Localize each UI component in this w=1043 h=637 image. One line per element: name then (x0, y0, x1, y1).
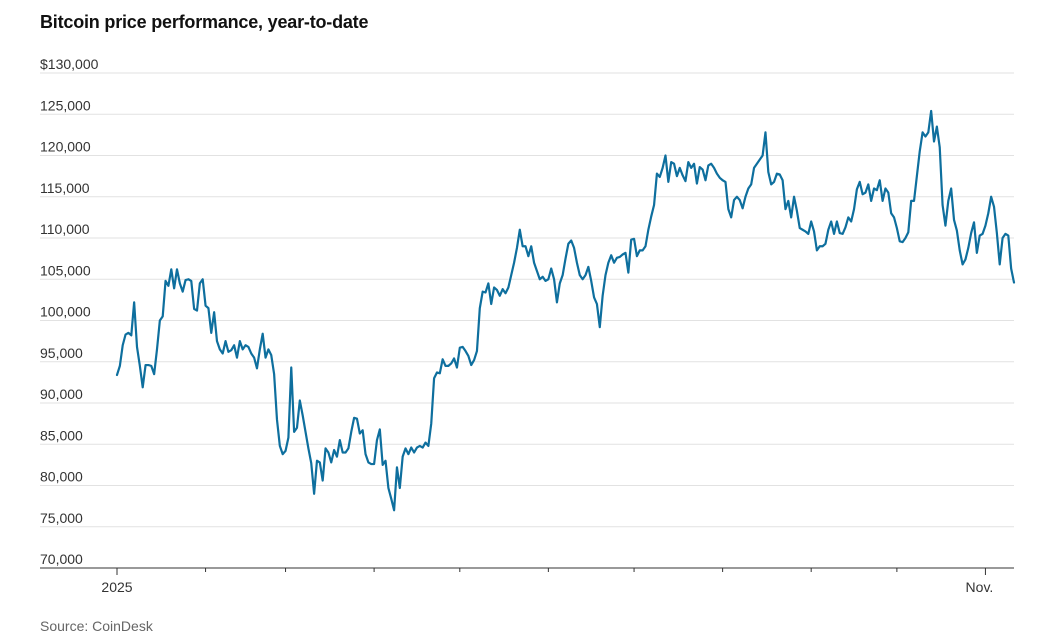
y-tick-label: 85,000 (40, 427, 83, 443)
y-tick-label: 90,000 (40, 386, 83, 402)
y-axis-labels: 70,000 75,000 80,000 85,000 90,000 95,000 100,… (40, 56, 99, 567)
price-line (115, 109, 1016, 512)
series-layer (115, 109, 1016, 512)
y-tick-label: 70,000 (40, 551, 83, 567)
y-tick-label: 105,000 (40, 262, 91, 278)
y-tick-label: 80,000 (40, 469, 83, 485)
y-tick-label: 95,000 (40, 345, 83, 361)
y-tick-label: 120,000 (40, 139, 91, 155)
y-tick-label: 110,000 (40, 221, 90, 237)
y-tick-label: 125,000 (40, 97, 91, 113)
y-tick-label: $130,000 (40, 56, 99, 72)
x-tick-label: Nov. (966, 579, 994, 595)
x-axis-labels: 2025 Nov. (101, 579, 993, 595)
x-axis (40, 567, 1014, 575)
y-tick-label: 75,000 (40, 510, 83, 526)
source-note: Source: CoinDesk (40, 618, 153, 634)
x-tick-label: 2025 (101, 579, 132, 595)
y-tick-label: 115,000 (40, 180, 90, 196)
chart-title: Bitcoin price performance, year-to-date (40, 12, 369, 32)
y-tick-label: 100,000 (40, 304, 91, 320)
gridlines (40, 72, 1014, 528)
